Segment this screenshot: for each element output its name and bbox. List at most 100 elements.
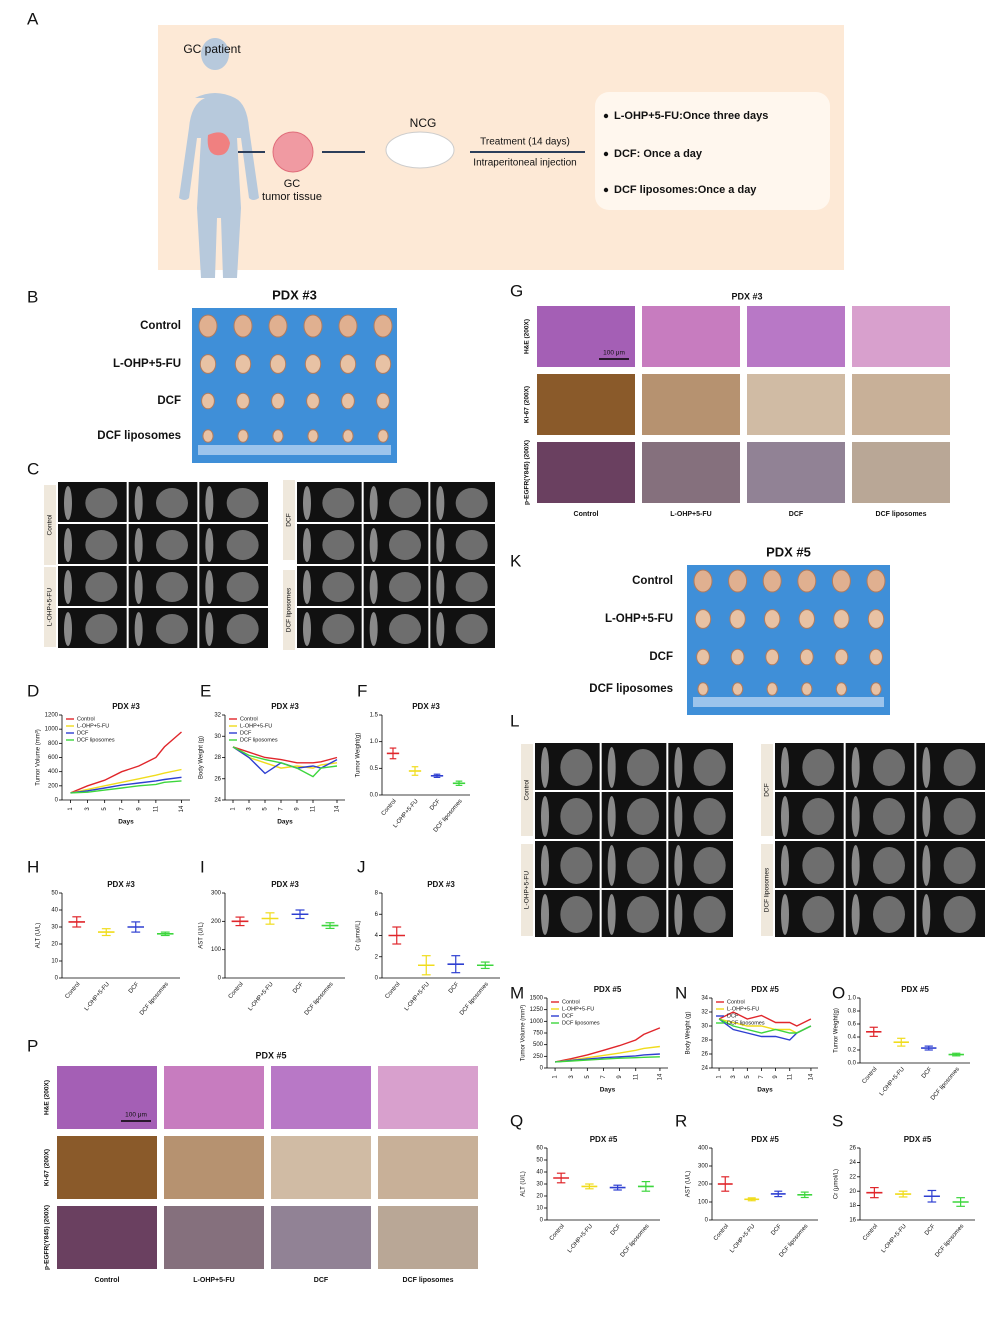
y-tick-label: 1.0: [848, 996, 857, 1002]
x-tick-label: 5: [745, 1075, 751, 1079]
ct-slice: [322, 530, 355, 560]
chart-title: PDX #5: [751, 1135, 779, 1144]
chart-title: PDX #3: [107, 880, 135, 889]
tumor: [867, 609, 885, 629]
x-tick-label: L-OHP+5-FU: [879, 1066, 906, 1097]
y-tick-label: 1.0: [370, 739, 379, 745]
ct-slice: [943, 847, 976, 884]
y-tick-label: 24: [214, 798, 221, 804]
y-tick-label: 0.0: [370, 793, 379, 799]
ct-body: [851, 747, 860, 788]
legend-label: DCF: [727, 1013, 739, 1019]
y-tick-label: 10: [51, 959, 58, 965]
ct-body: [134, 570, 143, 604]
ct-group-label: DCF liposomes: [286, 587, 293, 632]
chart-title: PDX #5: [590, 1135, 618, 1144]
tumor: [306, 392, 320, 410]
group-label: L-OHP+5-FU: [605, 613, 673, 625]
histology-image: [642, 306, 740, 367]
legend-label: L-OHP+5-FU: [727, 1006, 759, 1012]
histology-col-label: DCF: [789, 511, 804, 518]
series-line: [70, 780, 182, 794]
x-tick-label: 9: [136, 807, 142, 811]
ct-slice: [156, 488, 188, 518]
x-tick-label: 3: [569, 1075, 575, 1079]
x-tick-label: DCF: [924, 1223, 937, 1237]
tumor: [338, 314, 358, 338]
histology-image: [271, 1066, 371, 1129]
tumor: [732, 682, 744, 696]
y-tick-label: 40: [536, 1170, 543, 1176]
x-tick-label: DCF liposomes: [304, 981, 335, 1016]
panel-letter: A: [27, 9, 39, 28]
tumor: [764, 609, 781, 629]
y-tick-label: 200: [698, 1182, 709, 1188]
x-tick-label: DCF: [448, 981, 461, 995]
x-tick-label: DCF liposomes: [139, 981, 170, 1016]
y-tick-label: 2: [375, 954, 379, 960]
histology-image: [852, 374, 950, 435]
y-tick-label: 0: [705, 1218, 709, 1224]
histology-image: [852, 306, 950, 367]
panel-letter: I: [200, 857, 205, 876]
mouse-icon: [385, 131, 455, 169]
legend-label: L-OHP+5-FU: [77, 723, 109, 729]
ct-body: [64, 486, 72, 520]
tumor: [198, 314, 218, 338]
x-tick-label: 14: [658, 1073, 664, 1080]
patient-silhouette: [179, 38, 259, 278]
y-tick-label: 32: [701, 1010, 708, 1016]
y-tick-label: 400: [698, 1146, 709, 1152]
y-tick-label: 0: [55, 798, 59, 804]
y-axis-label: Cr (μmol/L): [356, 920, 362, 950]
ct-body: [781, 747, 789, 788]
x-tick-label: Control: [64, 981, 81, 1000]
y-axis-label: Tumor Volume (mm³): [36, 729, 42, 785]
tumor: [831, 569, 851, 593]
ct-slice: [693, 798, 726, 835]
chart-title: PDX #3: [112, 702, 140, 711]
y-tick-label: 18: [849, 1203, 856, 1209]
x-tick-label: 11: [153, 805, 159, 812]
x-tick-label: DCF: [429, 798, 442, 812]
y-tick-label: 40: [51, 908, 58, 914]
y-tick-label: 0: [540, 1218, 544, 1224]
ct-slice: [85, 488, 118, 518]
x-tick-label: 11: [633, 1073, 639, 1080]
ct-body: [674, 845, 683, 886]
x-axis-label: Days: [277, 819, 293, 826]
x-tick-label: L-OHP+5-FU: [567, 1223, 594, 1254]
legend-label: DCF liposomes: [240, 737, 278, 743]
histology-image: [164, 1066, 264, 1129]
tumor: [307, 429, 319, 443]
ct-slice: [560, 798, 593, 835]
tumor: [797, 569, 817, 593]
series-line: [718, 1018, 812, 1034]
ct-slice: [873, 798, 905, 835]
y-axis-label: Cr (μmol/L): [834, 1169, 840, 1199]
tumor: [202, 429, 214, 443]
x-tick-label: Control: [381, 798, 398, 817]
ct-group-label: Control: [47, 514, 54, 536]
y-tick-label: 30: [214, 734, 221, 740]
ct-slice: [156, 614, 188, 644]
tumor: [374, 354, 392, 374]
histology-image: [378, 1206, 478, 1269]
ct-body: [607, 796, 616, 837]
y-tick-label: 0.8: [848, 1009, 857, 1015]
y-tick-label: 100: [211, 947, 222, 953]
histology-title: PDX #3: [731, 291, 762, 301]
ct-body: [64, 570, 72, 604]
ct-slice: [873, 847, 905, 884]
y-axis-label: ALT (U/L): [36, 923, 42, 948]
ct-body: [781, 845, 789, 886]
x-tick-label: 3: [731, 1075, 737, 1079]
chart-title: PDX #3: [271, 880, 299, 889]
y-tick-label: 0.5: [370, 766, 379, 772]
y-tick-label: 400: [48, 769, 59, 775]
schematic-label: Treatment (14 days): [480, 137, 570, 148]
panel-letter: J: [357, 857, 366, 876]
ruler: [198, 445, 391, 455]
y-tick-label: 10: [536, 1206, 543, 1212]
